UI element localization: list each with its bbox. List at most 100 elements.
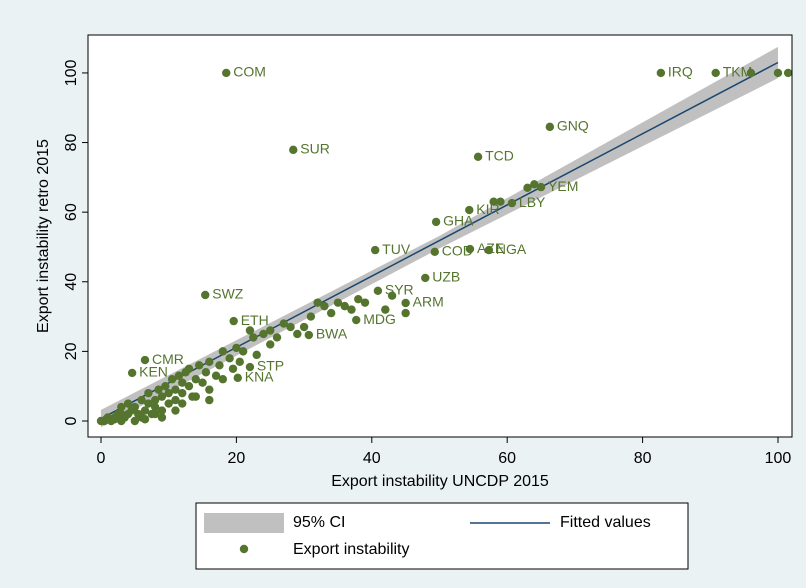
point bbox=[773, 68, 783, 78]
point bbox=[205, 385, 214, 394]
point bbox=[215, 361, 224, 370]
point bbox=[103, 413, 112, 422]
point bbox=[222, 68, 231, 78]
point-label: TKM bbox=[723, 64, 753, 80]
point bbox=[465, 205, 474, 215]
point bbox=[279, 319, 288, 328]
point bbox=[496, 197, 505, 206]
point-label: MDG bbox=[363, 311, 396, 327]
point-label: COM bbox=[233, 64, 266, 80]
point bbox=[130, 402, 140, 412]
fitted-line bbox=[100, 61, 779, 420]
point bbox=[205, 395, 214, 405]
point bbox=[157, 406, 167, 415]
point bbox=[150, 409, 160, 419]
point-label: YEM bbox=[548, 178, 578, 194]
point bbox=[545, 122, 555, 132]
point bbox=[191, 392, 200, 401]
point bbox=[127, 368, 137, 378]
point bbox=[164, 399, 173, 408]
point bbox=[205, 357, 214, 367]
point bbox=[354, 294, 363, 304]
point bbox=[304, 330, 314, 340]
point-label: CMR bbox=[152, 351, 184, 367]
legend-entries: 95% CI Fitted values Export instability bbox=[204, 513, 651, 558]
point bbox=[184, 364, 194, 373]
point bbox=[536, 182, 546, 192]
legend-label: 95% CI bbox=[293, 514, 345, 531]
point bbox=[373, 286, 383, 296]
point bbox=[229, 316, 238, 326]
point bbox=[252, 350, 261, 360]
point bbox=[171, 385, 180, 394]
point bbox=[117, 409, 126, 419]
point bbox=[198, 378, 207, 387]
point bbox=[201, 290, 210, 300]
point bbox=[130, 416, 140, 426]
point bbox=[178, 399, 187, 408]
point-label: ARM bbox=[413, 294, 444, 310]
point bbox=[266, 326, 275, 335]
point-label: STP bbox=[257, 358, 284, 374]
point bbox=[137, 395, 146, 405]
point bbox=[401, 298, 410, 308]
point bbox=[783, 68, 793, 78]
point bbox=[184, 381, 194, 391]
point bbox=[167, 375, 177, 384]
point bbox=[484, 245, 494, 255]
point bbox=[286, 322, 295, 332]
legend-marker bbox=[239, 544, 249, 554]
point bbox=[656, 68, 666, 78]
point bbox=[347, 305, 356, 314]
point bbox=[507, 198, 517, 208]
point bbox=[401, 308, 410, 318]
point bbox=[140, 415, 150, 424]
point bbox=[123, 399, 133, 408]
point-label: BWA bbox=[316, 326, 348, 342]
point bbox=[333, 298, 343, 307]
legend-label: Fitted values bbox=[560, 514, 651, 531]
point bbox=[293, 329, 302, 339]
point bbox=[272, 333, 282, 342]
point bbox=[201, 368, 211, 377]
point bbox=[174, 371, 184, 380]
point bbox=[225, 354, 234, 363]
point bbox=[161, 381, 170, 391]
point bbox=[150, 402, 160, 412]
point bbox=[489, 197, 498, 206]
point-label: TCD bbox=[485, 148, 514, 164]
point-label: IRQ bbox=[668, 64, 693, 80]
point-label: GHA bbox=[443, 213, 474, 229]
point bbox=[340, 301, 349, 311]
point bbox=[194, 361, 204, 370]
point bbox=[150, 395, 160, 405]
point bbox=[387, 291, 397, 300]
plot-frame bbox=[87, 34, 793, 438]
point-label: ETH bbox=[241, 312, 269, 328]
point bbox=[381, 305, 390, 314]
point bbox=[245, 362, 255, 372]
x-tick-label: 20 bbox=[227, 450, 245, 467]
point bbox=[178, 388, 187, 398]
point bbox=[245, 326, 255, 335]
point bbox=[320, 301, 329, 311]
point bbox=[465, 244, 475, 254]
point-label: KEN bbox=[139, 364, 168, 380]
point bbox=[218, 375, 228, 384]
point-label: TUV bbox=[382, 241, 411, 257]
point bbox=[144, 388, 153, 398]
y-tick-label: 40 bbox=[63, 273, 80, 291]
point bbox=[140, 355, 150, 365]
point-label: SUR bbox=[300, 141, 330, 157]
point bbox=[140, 406, 150, 415]
point bbox=[360, 298, 370, 307]
point bbox=[233, 373, 242, 383]
point bbox=[352, 315, 361, 325]
x-tick-label: 0 bbox=[97, 450, 106, 467]
legend-label: Export instability bbox=[293, 541, 410, 558]
point bbox=[211, 371, 221, 380]
point bbox=[249, 333, 258, 342]
legend-swatch bbox=[204, 513, 284, 533]
point bbox=[306, 312, 316, 321]
